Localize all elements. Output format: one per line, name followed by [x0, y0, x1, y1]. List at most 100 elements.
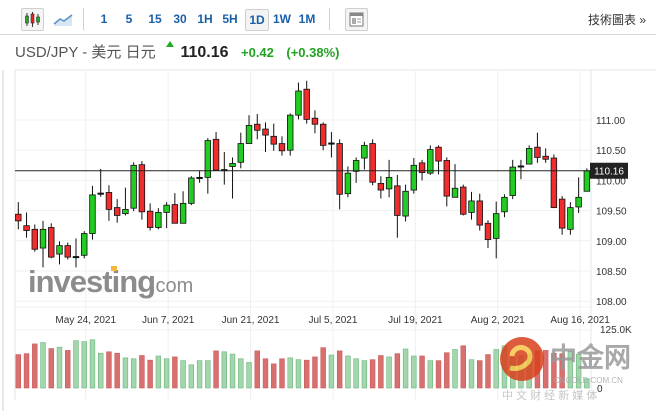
- volume-zero-label: 0: [597, 384, 603, 395]
- candle[interactable]: [311, 110, 319, 134]
- candle[interactable]: [558, 196, 566, 235]
- candlestick-chart-button[interactable]: [21, 8, 44, 31]
- candle[interactable]: [254, 113, 261, 140]
- volume-bar: [205, 360, 211, 389]
- investing-watermark-suffix: .com: [150, 275, 193, 297]
- candle[interactable]: [237, 132, 244, 169]
- candle[interactable]: [31, 224, 38, 252]
- interval-1w[interactable]: 1W: [273, 12, 291, 26]
- interval-5h[interactable]: 5H: [222, 12, 238, 26]
- candle[interactable]: [188, 176, 195, 206]
- candle[interactable]: [287, 113, 294, 156]
- candle[interactable]: [550, 154, 558, 209]
- candle[interactable]: [179, 191, 187, 224]
- interval-1[interactable]: 1: [100, 12, 108, 26]
- candle[interactable]: [278, 136, 286, 156]
- interval-1m[interactable]: 1M: [298, 12, 316, 26]
- candle[interactable]: [15, 202, 22, 230]
- candle[interactable]: [171, 193, 179, 224]
- interval-30[interactable]: 30: [173, 12, 187, 26]
- candle[interactable]: [493, 201, 500, 259]
- candle[interactable]: [525, 145, 533, 165]
- candle[interactable]: [113, 199, 121, 223]
- candle[interactable]: [89, 185, 96, 240]
- candle[interactable]: [443, 157, 450, 207]
- candle[interactable]: [575, 177, 582, 214]
- line-chart-button[interactable]: [53, 9, 73, 29]
- candle[interactable]: [567, 202, 574, 235]
- candle[interactable]: [336, 139, 343, 210]
- candle[interactable]: [460, 184, 467, 216]
- candle-body: [509, 166, 516, 196]
- candle[interactable]: [451, 164, 459, 198]
- investing-logo-accent: [111, 266, 117, 271]
- candle[interactable]: [435, 145, 442, 175]
- candle[interactable]: [56, 241, 63, 265]
- layout-button[interactable]: [345, 8, 368, 31]
- candle[interactable]: [418, 159, 426, 181]
- candle[interactable]: [48, 223, 55, 259]
- candle[interactable]: [361, 141, 368, 170]
- candle[interactable]: [542, 148, 549, 163]
- candle[interactable]: [105, 185, 113, 221]
- candle-body: [369, 143, 376, 183]
- candle[interactable]: [163, 202, 170, 229]
- candle[interactable]: [484, 220, 492, 249]
- technical-chart-link[interactable]: 技術圖表 »: [587, 13, 646, 27]
- candle[interactable]: [394, 174, 401, 238]
- candle[interactable]: [410, 158, 418, 194]
- candle[interactable]: [138, 161, 146, 220]
- candle[interactable]: [319, 122, 327, 151]
- interval-5[interactable]: 5: [125, 12, 133, 26]
- candle[interactable]: [39, 220, 47, 268]
- candle[interactable]: [229, 157, 236, 199]
- candle[interactable]: [81, 231, 88, 259]
- candle[interactable]: [377, 176, 385, 199]
- candle-body: [196, 176, 203, 179]
- candle[interactable]: [352, 157, 360, 183]
- candle[interactable]: [221, 152, 228, 185]
- candle[interactable]: [509, 159, 516, 200]
- candle[interactable]: [72, 238, 80, 268]
- candle[interactable]: [155, 208, 162, 230]
- candle[interactable]: [369, 139, 376, 186]
- candle[interactable]: [402, 184, 409, 222]
- candle[interactable]: [97, 168, 104, 197]
- candle-body: [113, 207, 121, 216]
- candle[interactable]: [583, 168, 591, 192]
- candle[interactable]: [146, 203, 154, 231]
- interval-1d[interactable]: 1D: [245, 9, 269, 31]
- candle[interactable]: [385, 159, 393, 198]
- candle[interactable]: [262, 122, 269, 153]
- candle[interactable]: [328, 132, 335, 158]
- candle-body: [394, 185, 401, 216]
- candle[interactable]: [517, 159, 525, 180]
- volume-bar: [369, 359, 376, 389]
- interval-1h[interactable]: 1H: [197, 12, 213, 26]
- candle[interactable]: [427, 145, 434, 175]
- candle[interactable]: [245, 115, 253, 144]
- candle[interactable]: [534, 132, 541, 163]
- candle[interactable]: [270, 123, 277, 151]
- candle[interactable]: [303, 80, 310, 124]
- candle[interactable]: [501, 194, 508, 218]
- candle-body: [303, 88, 310, 120]
- candle[interactable]: [130, 162, 137, 212]
- candle-body: [517, 165, 525, 168]
- candle[interactable]: [476, 193, 483, 231]
- candle[interactable]: [122, 187, 129, 216]
- candle-body: [245, 125, 253, 144]
- candle[interactable]: [468, 191, 475, 220]
- candle[interactable]: [295, 82, 302, 120]
- candle[interactable]: [23, 212, 30, 238]
- candle[interactable]: [212, 132, 220, 171]
- candle[interactable]: [64, 242, 71, 260]
- interval-15[interactable]: 15: [148, 12, 162, 26]
- candle[interactable]: [196, 170, 203, 183]
- x-tick-label: Jun 7, 2021: [142, 315, 195, 326]
- layout-icon: [349, 12, 364, 27]
- candle[interactable]: [344, 166, 352, 198]
- candle[interactable]: [204, 138, 212, 194]
- candle-body: [583, 170, 591, 192]
